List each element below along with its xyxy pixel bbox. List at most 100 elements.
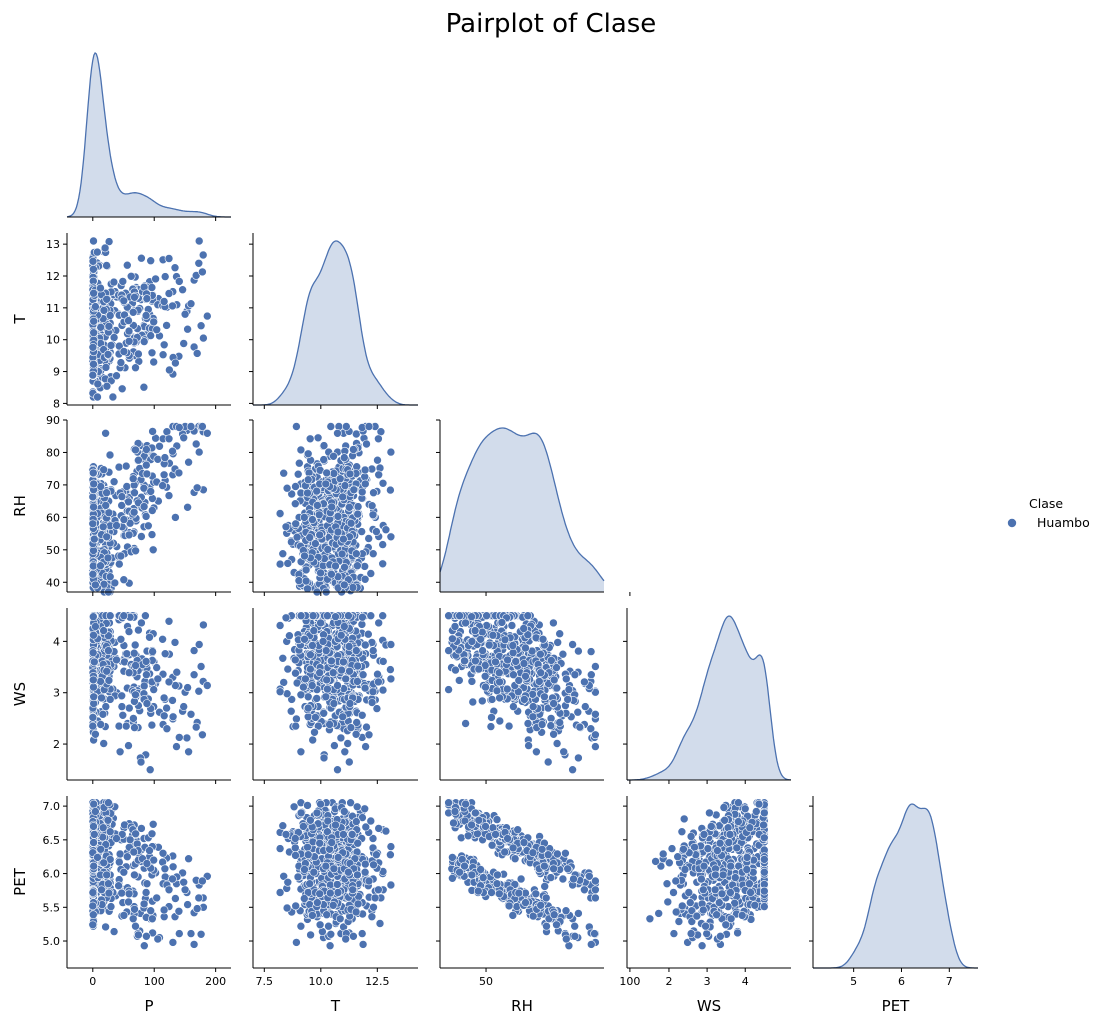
point [369,902,378,912]
point [159,711,169,721]
point [500,635,510,645]
point [170,263,180,273]
point [102,261,111,270]
panel-ws-vs-t [249,608,418,784]
point [523,611,533,621]
y-tick-label: 6.0 [43,868,61,881]
point [165,365,174,375]
point [534,677,544,686]
point [344,642,354,651]
point [134,349,143,359]
point [353,661,363,671]
point [105,611,115,621]
point [349,445,358,454]
point [203,311,212,321]
point [337,665,346,675]
point [296,445,306,455]
point [184,854,193,864]
point [130,292,139,302]
point [352,802,362,812]
point [124,897,133,907]
point [549,729,558,739]
point [141,888,151,897]
point [89,799,98,809]
point [164,491,174,500]
point [286,706,296,716]
point [139,382,149,392]
point [467,677,477,686]
point [194,447,204,457]
point [315,530,325,540]
point [89,692,98,702]
point [125,835,135,845]
x-tick-label: 100 [144,975,165,988]
point [508,648,518,658]
point [312,486,322,496]
point [115,747,125,757]
point [574,646,583,656]
point [149,685,158,694]
point [103,553,113,563]
point [148,647,157,656]
point [158,350,168,360]
point [357,710,367,720]
point [186,709,196,719]
point [137,532,146,541]
point [112,834,121,843]
point [106,341,116,350]
point [378,685,388,695]
point [105,572,115,582]
point [478,646,487,655]
point [275,844,285,853]
point [322,468,332,478]
point [203,681,212,690]
point [98,709,108,719]
point [160,453,170,462]
point [291,482,300,491]
point [481,682,490,692]
point [131,661,140,670]
point [480,671,490,681]
point [142,294,152,303]
point [378,657,388,666]
point [349,485,359,495]
point [160,649,170,659]
point [121,721,131,731]
point [471,656,480,666]
point [149,317,158,327]
point [145,846,154,855]
y-tick-label: 9 [53,366,60,379]
point [331,612,340,622]
point [144,521,153,531]
point [131,921,140,931]
point [146,256,155,266]
point [159,297,169,306]
point [278,653,288,663]
point [119,296,129,306]
point [112,655,121,665]
point [322,675,332,685]
point [283,664,293,674]
point [340,481,350,490]
point [104,798,113,808]
point [357,620,367,629]
point [137,618,146,628]
point [305,533,315,542]
point [333,512,343,521]
point [292,714,301,724]
point [386,485,395,495]
point [99,739,108,748]
point [172,742,181,751]
point [186,422,196,431]
point [451,665,460,675]
point [142,670,151,680]
point [308,611,318,621]
point [339,453,349,462]
point [528,689,537,699]
point [117,888,126,898]
point [303,475,313,485]
point [336,630,346,640]
point [328,668,338,678]
point [124,326,134,336]
